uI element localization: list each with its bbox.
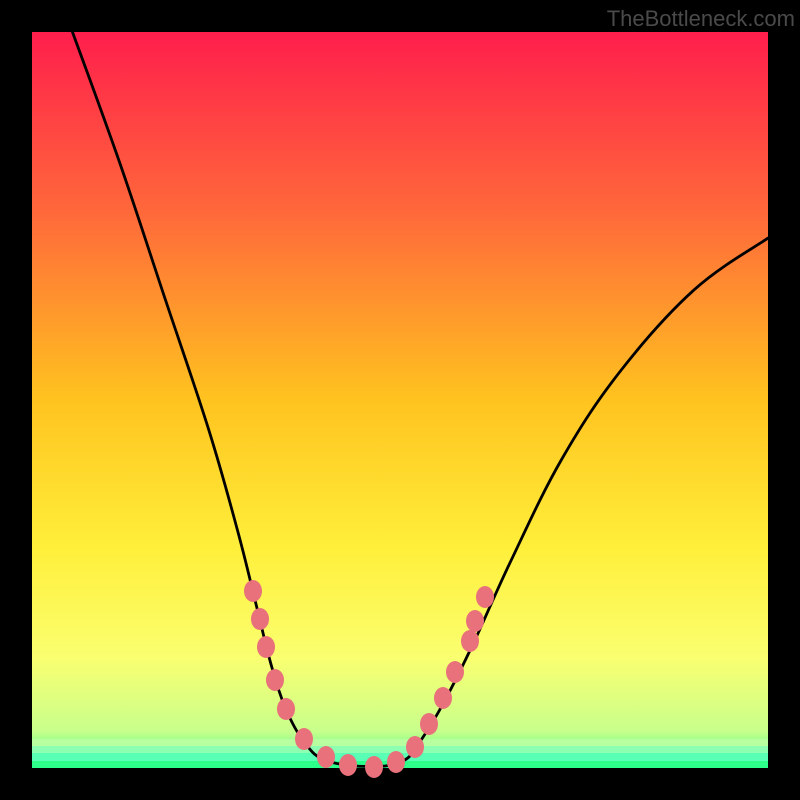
data-marker [420, 713, 438, 735]
curve-layer [32, 32, 768, 768]
data-marker [257, 636, 275, 658]
data-marker [476, 586, 494, 608]
data-marker [251, 608, 269, 630]
plot-area [32, 32, 768, 768]
data-marker [446, 661, 464, 683]
data-marker [365, 756, 383, 778]
bottleneck-curve [72, 32, 768, 767]
data-marker [387, 751, 405, 773]
data-marker [339, 754, 357, 776]
data-marker [406, 736, 424, 758]
data-marker [244, 580, 262, 602]
data-marker [461, 630, 479, 652]
data-marker [466, 610, 484, 632]
data-marker [277, 698, 295, 720]
data-marker [266, 669, 284, 691]
watermark-text: TheBottleneck.com [607, 6, 795, 32]
data-marker [434, 687, 452, 709]
data-marker [295, 728, 313, 750]
data-marker [317, 746, 335, 768]
